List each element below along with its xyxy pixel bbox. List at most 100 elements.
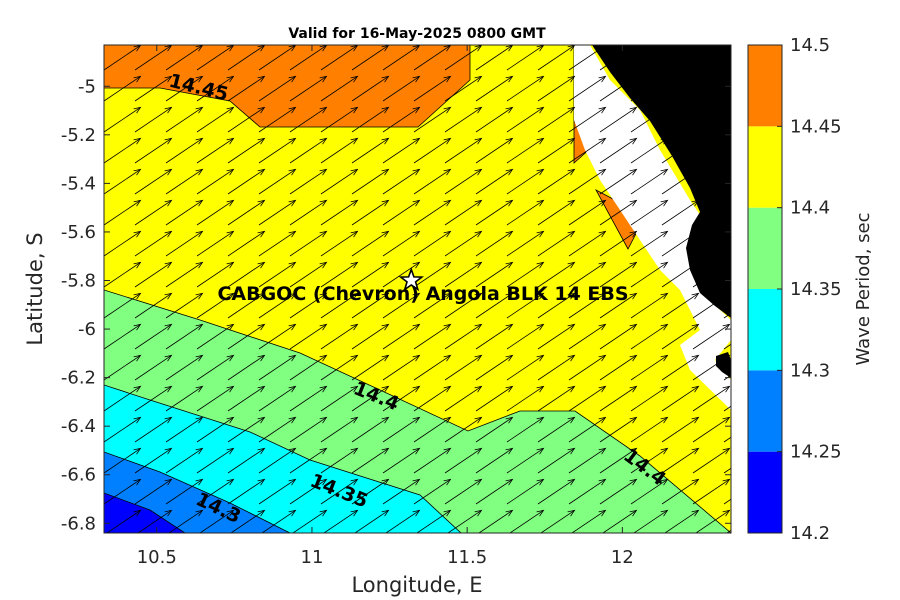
- wave-arrow: [196, 385, 235, 412]
- wave-arrow: [506, 137, 545, 164]
- wave-arrow: [351, 292, 390, 319]
- wave-arrow: [351, 230, 390, 257]
- wave-arrow: [599, 292, 638, 319]
- wave-arrow: [599, 168, 638, 195]
- wave-arrow: [104, 447, 142, 474]
- wave-arrow: [630, 106, 669, 133]
- wave-arrow: [320, 230, 359, 257]
- wave-arrow: [568, 416, 607, 443]
- wave-arrow: [630, 199, 669, 226]
- wave-arrow: [692, 292, 731, 319]
- wave-arrow: [196, 323, 235, 350]
- wave-arrow: [444, 168, 483, 195]
- wave-arrow: [692, 478, 731, 505]
- wave-arrow: [351, 199, 390, 226]
- wave-arrow: [382, 261, 421, 288]
- y-tick-label: -6.4: [61, 416, 96, 437]
- wave-arrow: [196, 292, 235, 319]
- wave-arrow: [320, 478, 359, 505]
- wave-arrow: [258, 199, 297, 226]
- wave-arrow: [227, 447, 266, 474]
- wave-arrow: [661, 137, 700, 164]
- wave-arrow: [137, 509, 173, 533]
- wave-arrow: [723, 467, 731, 474]
- wave-arrow: [320, 447, 359, 474]
- wave-arrow: [506, 354, 545, 381]
- wave-arrow: [630, 292, 669, 319]
- wave-arrow: [537, 447, 576, 474]
- wave-arrow: [289, 199, 328, 226]
- wave-arrow: [475, 168, 514, 195]
- wave-arrow: [385, 509, 421, 533]
- wave-arrow: [382, 447, 421, 474]
- wave-arrow: [227, 261, 266, 288]
- wave-arrow: [568, 199, 607, 226]
- wave-arrow: [351, 323, 390, 350]
- wave-arrow: [661, 75, 700, 102]
- wave-arrow: [227, 478, 266, 505]
- wave-arrow: [134, 447, 173, 474]
- wave-arrow: [351, 75, 390, 102]
- y-tick-label: -5.2: [61, 125, 96, 146]
- wave-arrow: [630, 75, 669, 102]
- wave-arrow: [723, 188, 731, 195]
- wave-arrow: [506, 478, 545, 505]
- plot-area: [104, 45, 731, 533]
- wave-arrow: [537, 137, 576, 164]
- y-tick-label: -6.8: [61, 513, 96, 534]
- wave-arrow: [323, 509, 359, 533]
- y-tick-label: -5.8: [61, 271, 96, 292]
- wave-arrow: [568, 261, 607, 288]
- wave-arrow: [413, 292, 452, 319]
- wave-arrow: [661, 168, 700, 195]
- wave-arrow: [320, 75, 359, 102]
- wave-arrow: [258, 75, 297, 102]
- wave-arrow: [692, 75, 731, 102]
- wave-arrow: [661, 230, 700, 257]
- wave-arrow: [258, 385, 297, 412]
- wave-arrow: [351, 385, 390, 412]
- wave-arrow: [351, 261, 390, 288]
- wave-arrow: [444, 416, 483, 443]
- wave-arrow: [506, 447, 545, 474]
- wave-arrow: [723, 374, 731, 381]
- wave-arrow: [692, 416, 731, 443]
- wave-arrow: [196, 261, 235, 288]
- wave-arrow: [723, 250, 731, 257]
- wave-arrow: [289, 137, 328, 164]
- wave-arrow: [506, 323, 545, 350]
- colorbar-band: [748, 126, 782, 208]
- wave-arrow: [134, 199, 173, 226]
- x-tick-label: 11.5: [447, 547, 487, 568]
- wave-arrow: [568, 230, 607, 257]
- wave-arrow: [320, 106, 359, 133]
- wave-arrow: [537, 292, 576, 319]
- wave-arrow: [227, 323, 266, 350]
- wave-arrow: [568, 385, 607, 412]
- wave-arrow: [227, 137, 266, 164]
- wave-arrow: [351, 478, 390, 505]
- wave-arrow: [661, 261, 700, 288]
- wave-arrow: [165, 385, 204, 412]
- wave-arrow: [506, 230, 545, 257]
- no-data-nearshore: [574, 45, 731, 410]
- wave-arrow: [661, 106, 700, 133]
- wave-arrow: [351, 416, 390, 443]
- wave-arrow: [382, 75, 421, 102]
- wave-arrow: [537, 323, 576, 350]
- x-tick-label: 12: [611, 547, 634, 568]
- wave-arrow: [165, 199, 204, 226]
- wave-arrow: [104, 75, 142, 102]
- wave-arrow: [258, 323, 297, 350]
- wave-arrow: [261, 509, 297, 533]
- wave-arrow: [382, 416, 421, 443]
- wave-arrow: [475, 416, 514, 443]
- wave-arrow: [165, 106, 204, 133]
- wave-arrow: [692, 106, 731, 133]
- colorbar-band: [748, 370, 782, 452]
- wave-arrow: [382, 168, 421, 195]
- wave-arrow: [320, 354, 359, 381]
- wave-arrow: [599, 199, 638, 226]
- wave-arrow: [444, 447, 483, 474]
